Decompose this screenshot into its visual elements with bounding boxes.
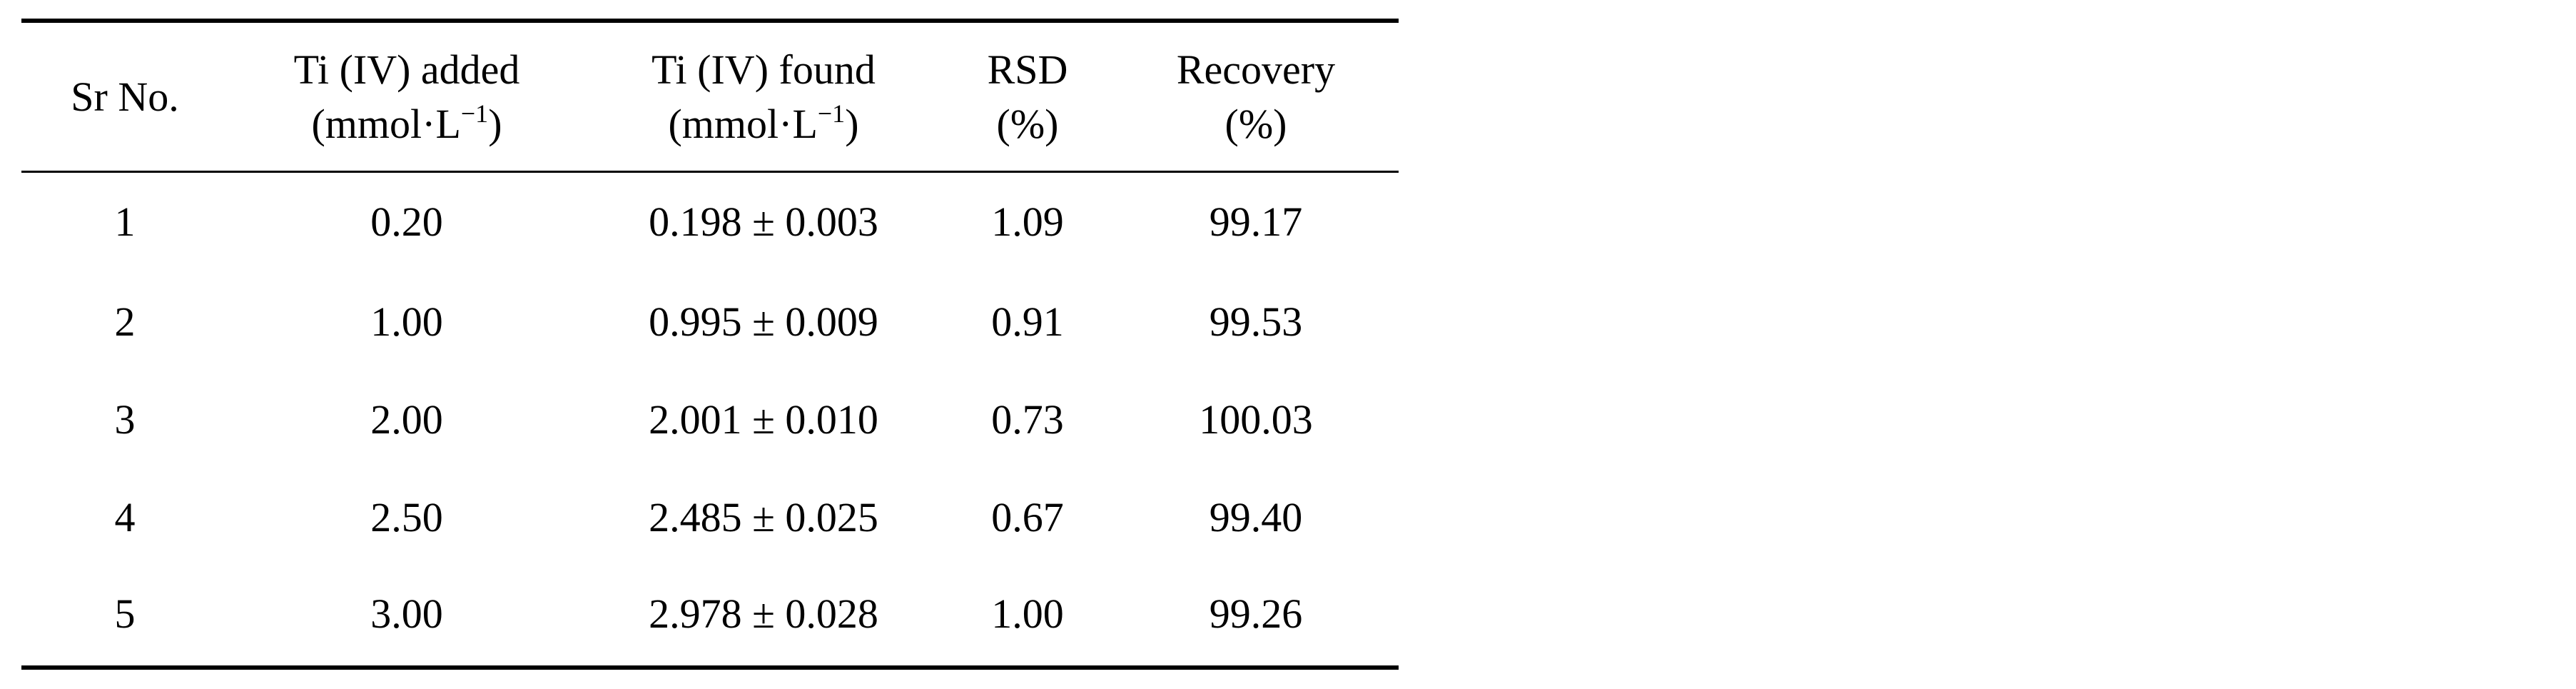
table-row: 2 1.00 0.995 ± 0.009 0.91 99.53 (21, 273, 1399, 371)
table-top-rule (21, 19, 1399, 23)
table-header-rule (21, 171, 1399, 173)
header-rsd: RSD (%) (942, 23, 1113, 171)
cell-rsd: 1.09 (991, 198, 1064, 245)
results-table: Sr No. Ti (IV) added (mmol·L−1) Ti (IV) … (21, 23, 1399, 662)
cell-recovery: 99.26 (1209, 590, 1303, 637)
header-ti-added: Ti (IV) added (mmol·L−1) (228, 23, 585, 171)
cell-ti-found: 2.001 ± 0.010 (649, 396, 878, 443)
header-ti-found-label: Ti (IV) found (651, 46, 876, 93)
cell-rsd: 0.91 (991, 298, 1064, 345)
header-ti-added-unit: (mmol·L−1) (228, 97, 585, 151)
header-recovery-label: Recovery (1176, 46, 1336, 93)
cell-sr-no: 3 (114, 396, 136, 443)
header-ti-found: Ti (IV) found (mmol·L−1) (585, 23, 942, 171)
header-rsd-unit: (%) (996, 100, 1059, 147)
header-ti-added-unit-end: ) (488, 100, 502, 147)
cell-recovery: 100.03 (1199, 396, 1313, 443)
table-row: 1 0.20 0.198 ± 0.003 1.09 99.17 (21, 171, 1399, 273)
header-ti-found-unit-exponent: −1 (817, 99, 846, 128)
cell-recovery: 99.53 (1209, 298, 1303, 345)
table-row: 3 2.00 2.001 ± 0.010 0.73 100.03 (21, 371, 1399, 468)
cell-ti-found: 2.978 ± 0.028 (649, 590, 878, 637)
table-row: 4 2.50 2.485 ± 0.025 0.67 99.40 (21, 468, 1399, 566)
header-ti-added-unit-exponent: −1 (460, 99, 489, 128)
results-table-container: Sr No. Ti (IV) added (mmol·L−1) Ti (IV) … (21, 19, 1399, 670)
cell-ti-added: 1.00 (370, 298, 443, 345)
cell-rsd: 0.73 (991, 396, 1064, 443)
cell-sr-no: 4 (114, 493, 136, 540)
cell-rsd: 0.67 (991, 493, 1064, 540)
header-ti-found-unit-base: (mmol·L (668, 100, 818, 147)
header-ti-added-label: Ti (IV) added (293, 46, 520, 93)
cell-sr-no: 5 (114, 590, 136, 637)
cell-sr-no: 2 (114, 298, 136, 345)
header-sr-no: Sr No. (21, 23, 228, 171)
header-sr-no-label: Sr No. (71, 73, 179, 120)
table-header-row: Sr No. Ti (IV) added (mmol·L−1) Ti (IV) … (21, 23, 1399, 171)
header-recovery-unit: (%) (1224, 100, 1287, 147)
cell-rsd: 1.00 (991, 590, 1064, 637)
cell-ti-added: 2.00 (370, 396, 443, 443)
table-row: 5 3.00 2.978 ± 0.028 1.00 99.26 (21, 566, 1399, 662)
header-rsd-label: RSD (987, 46, 1068, 93)
header-ti-added-unit-base: (mmol·L (311, 100, 461, 147)
header-recovery: Recovery (%) (1113, 23, 1399, 171)
cell-ti-added: 0.20 (370, 198, 443, 245)
cell-ti-added: 2.50 (370, 493, 443, 540)
cell-ti-found: 2.485 ± 0.025 (649, 493, 878, 540)
cell-recovery: 99.40 (1209, 493, 1303, 540)
header-ti-found-unit: (mmol·L−1) (585, 97, 942, 151)
cell-ti-added: 3.00 (370, 590, 443, 637)
cell-recovery: 99.17 (1209, 198, 1303, 245)
cell-ti-found: 0.198 ± 0.003 (649, 198, 878, 245)
cell-ti-found: 0.995 ± 0.009 (649, 298, 878, 345)
cell-sr-no: 1 (114, 198, 136, 245)
header-ti-found-unit-end: ) (845, 100, 859, 147)
table-bottom-rule (21, 665, 1399, 670)
